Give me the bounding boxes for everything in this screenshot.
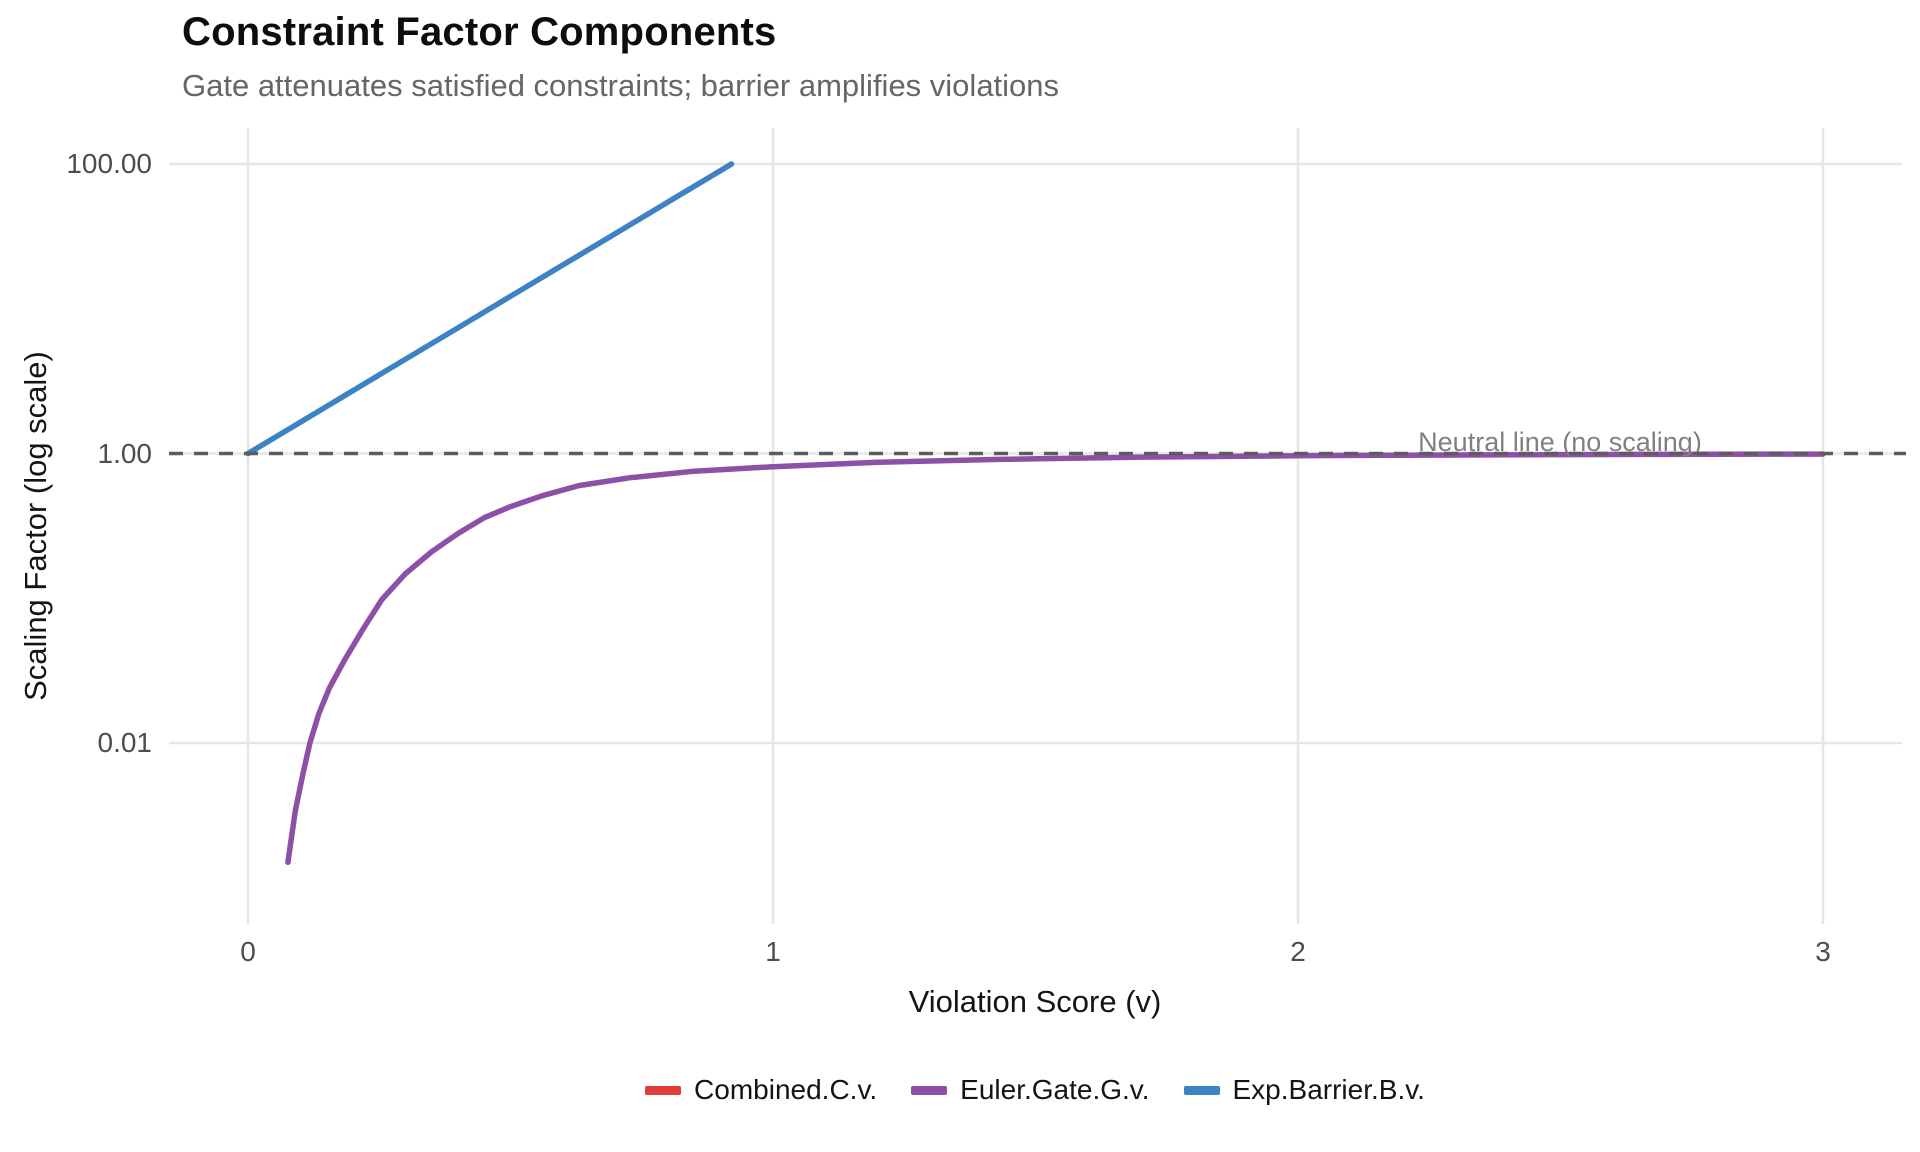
legend: Combined.C.v. Euler.Gate.G.v. Exp.Barrie…	[0, 1074, 1920, 1106]
x-tick-label: 0	[240, 936, 256, 967]
legend-key-euler-gate-icon	[911, 1085, 948, 1095]
legend-item-combined: Combined.C.v.	[645, 1074, 877, 1106]
legend-key-exp-barrier-icon	[1183, 1085, 1220, 1095]
y-tick-label: 1.00	[97, 437, 153, 469]
gridlines-and-curves	[169, 128, 1902, 924]
x-tick-label: 1	[765, 936, 781, 967]
x-tick-label: 3	[1815, 936, 1831, 967]
legend-key-combined-icon	[645, 1085, 682, 1095]
legend-item-euler-gate: Euler.Gate.G.v.	[911, 1074, 1150, 1106]
series-line-euler-gate	[285, 451, 1826, 866]
neutral-line-label: Neutral line (no scaling)	[1418, 427, 1702, 457]
y-tick-label: 100.00	[66, 148, 152, 179]
chart-title: Constraint Factor Components	[182, 10, 777, 54]
y-tick-label: 0.01	[97, 727, 153, 758]
series-line-exp-barrier	[245, 161, 735, 457]
y-axis-title: Scaling Factor (log scale)	[18, 351, 53, 701]
legend-label-exp-barrier: Exp.Barrier.B.v.	[1232, 1074, 1425, 1105]
legend-label-euler-gate: Euler.Gate.G.v.	[960, 1074, 1150, 1105]
x-tick-label: 2	[1290, 936, 1306, 967]
legend-item-exp-barrier: Exp.Barrier.B.v.	[1183, 1074, 1425, 1106]
x-axis-title: Violation Score (v)	[908, 984, 1162, 1019]
chart-subtitle: Gate attenuates satisfied constraints; b…	[182, 68, 1060, 103]
legend-label-combined: Combined.C.v.	[694, 1074, 878, 1105]
